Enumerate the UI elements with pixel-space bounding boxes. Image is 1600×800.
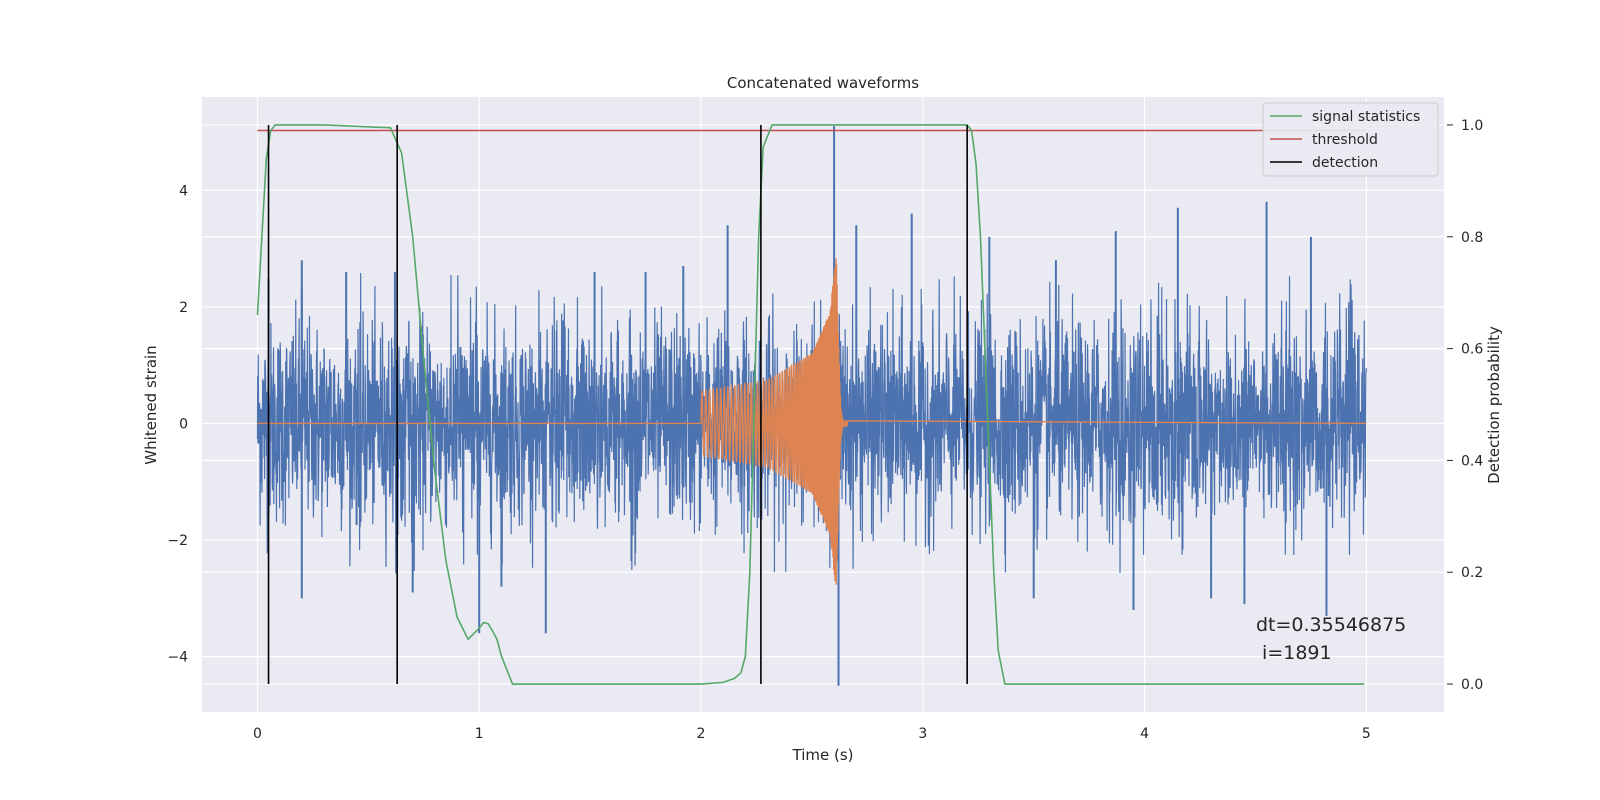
legend-label-threshold: threshold	[1312, 132, 1378, 148]
annotation: dt=0.35546875 i=1891	[1256, 614, 1406, 664]
y2-axis-label: Detection probability	[1485, 326, 1503, 484]
signal-statistics-line	[256, 124, 1365, 685]
x-tick-label: 0	[253, 726, 262, 742]
x-tick-label: 3	[918, 726, 927, 742]
annotation-line-dt: dt=0.35546875	[1256, 614, 1406, 636]
legend-label-signal-statistics: signal statistics	[1312, 109, 1420, 125]
y2-tick-label: 0.0	[1461, 677, 1483, 693]
y-tick-label: −4	[167, 650, 188, 666]
y2-tick-label: 0.4	[1461, 453, 1483, 469]
y-tick-label: −2	[167, 533, 188, 549]
tick-layer: 0 1 2 3 4 5 −4 −2 0 2 4 0.0 0.2 0.4 0.6 0.8 1.0	[167, 118, 1483, 742]
y-tick-label: 4	[179, 183, 188, 199]
data-layer	[256, 124, 1367, 686]
y-axis-label: Whitened strain	[142, 345, 160, 464]
x-tick-label: 5	[1362, 726, 1371, 742]
y2-tick-label: 1.0	[1461, 118, 1483, 134]
legend-label-detection: detection	[1312, 155, 1378, 171]
x-tick-label: 1	[475, 726, 484, 742]
injected-waveform-line	[257, 258, 1367, 585]
annotation-line-i: i=1891	[1256, 642, 1332, 664]
strain-noise-line	[256, 273, 1367, 574]
y2-tick-label: 0.6	[1461, 342, 1483, 358]
y2-tick-label: 0.8	[1461, 230, 1483, 246]
y-tick-label: 0	[179, 416, 188, 432]
legend: signal statistics threshold detection	[1262, 102, 1439, 177]
x-tick-label: 4	[1140, 726, 1149, 742]
chart-title: Concatenated waveforms	[727, 74, 919, 92]
x-axis-label: Time (s)	[792, 746, 854, 764]
legend-box	[1262, 102, 1439, 177]
y2-tick-label: 0.2	[1461, 565, 1483, 581]
x-tick-label: 2	[697, 726, 706, 742]
y-tick-label: 2	[179, 300, 188, 316]
